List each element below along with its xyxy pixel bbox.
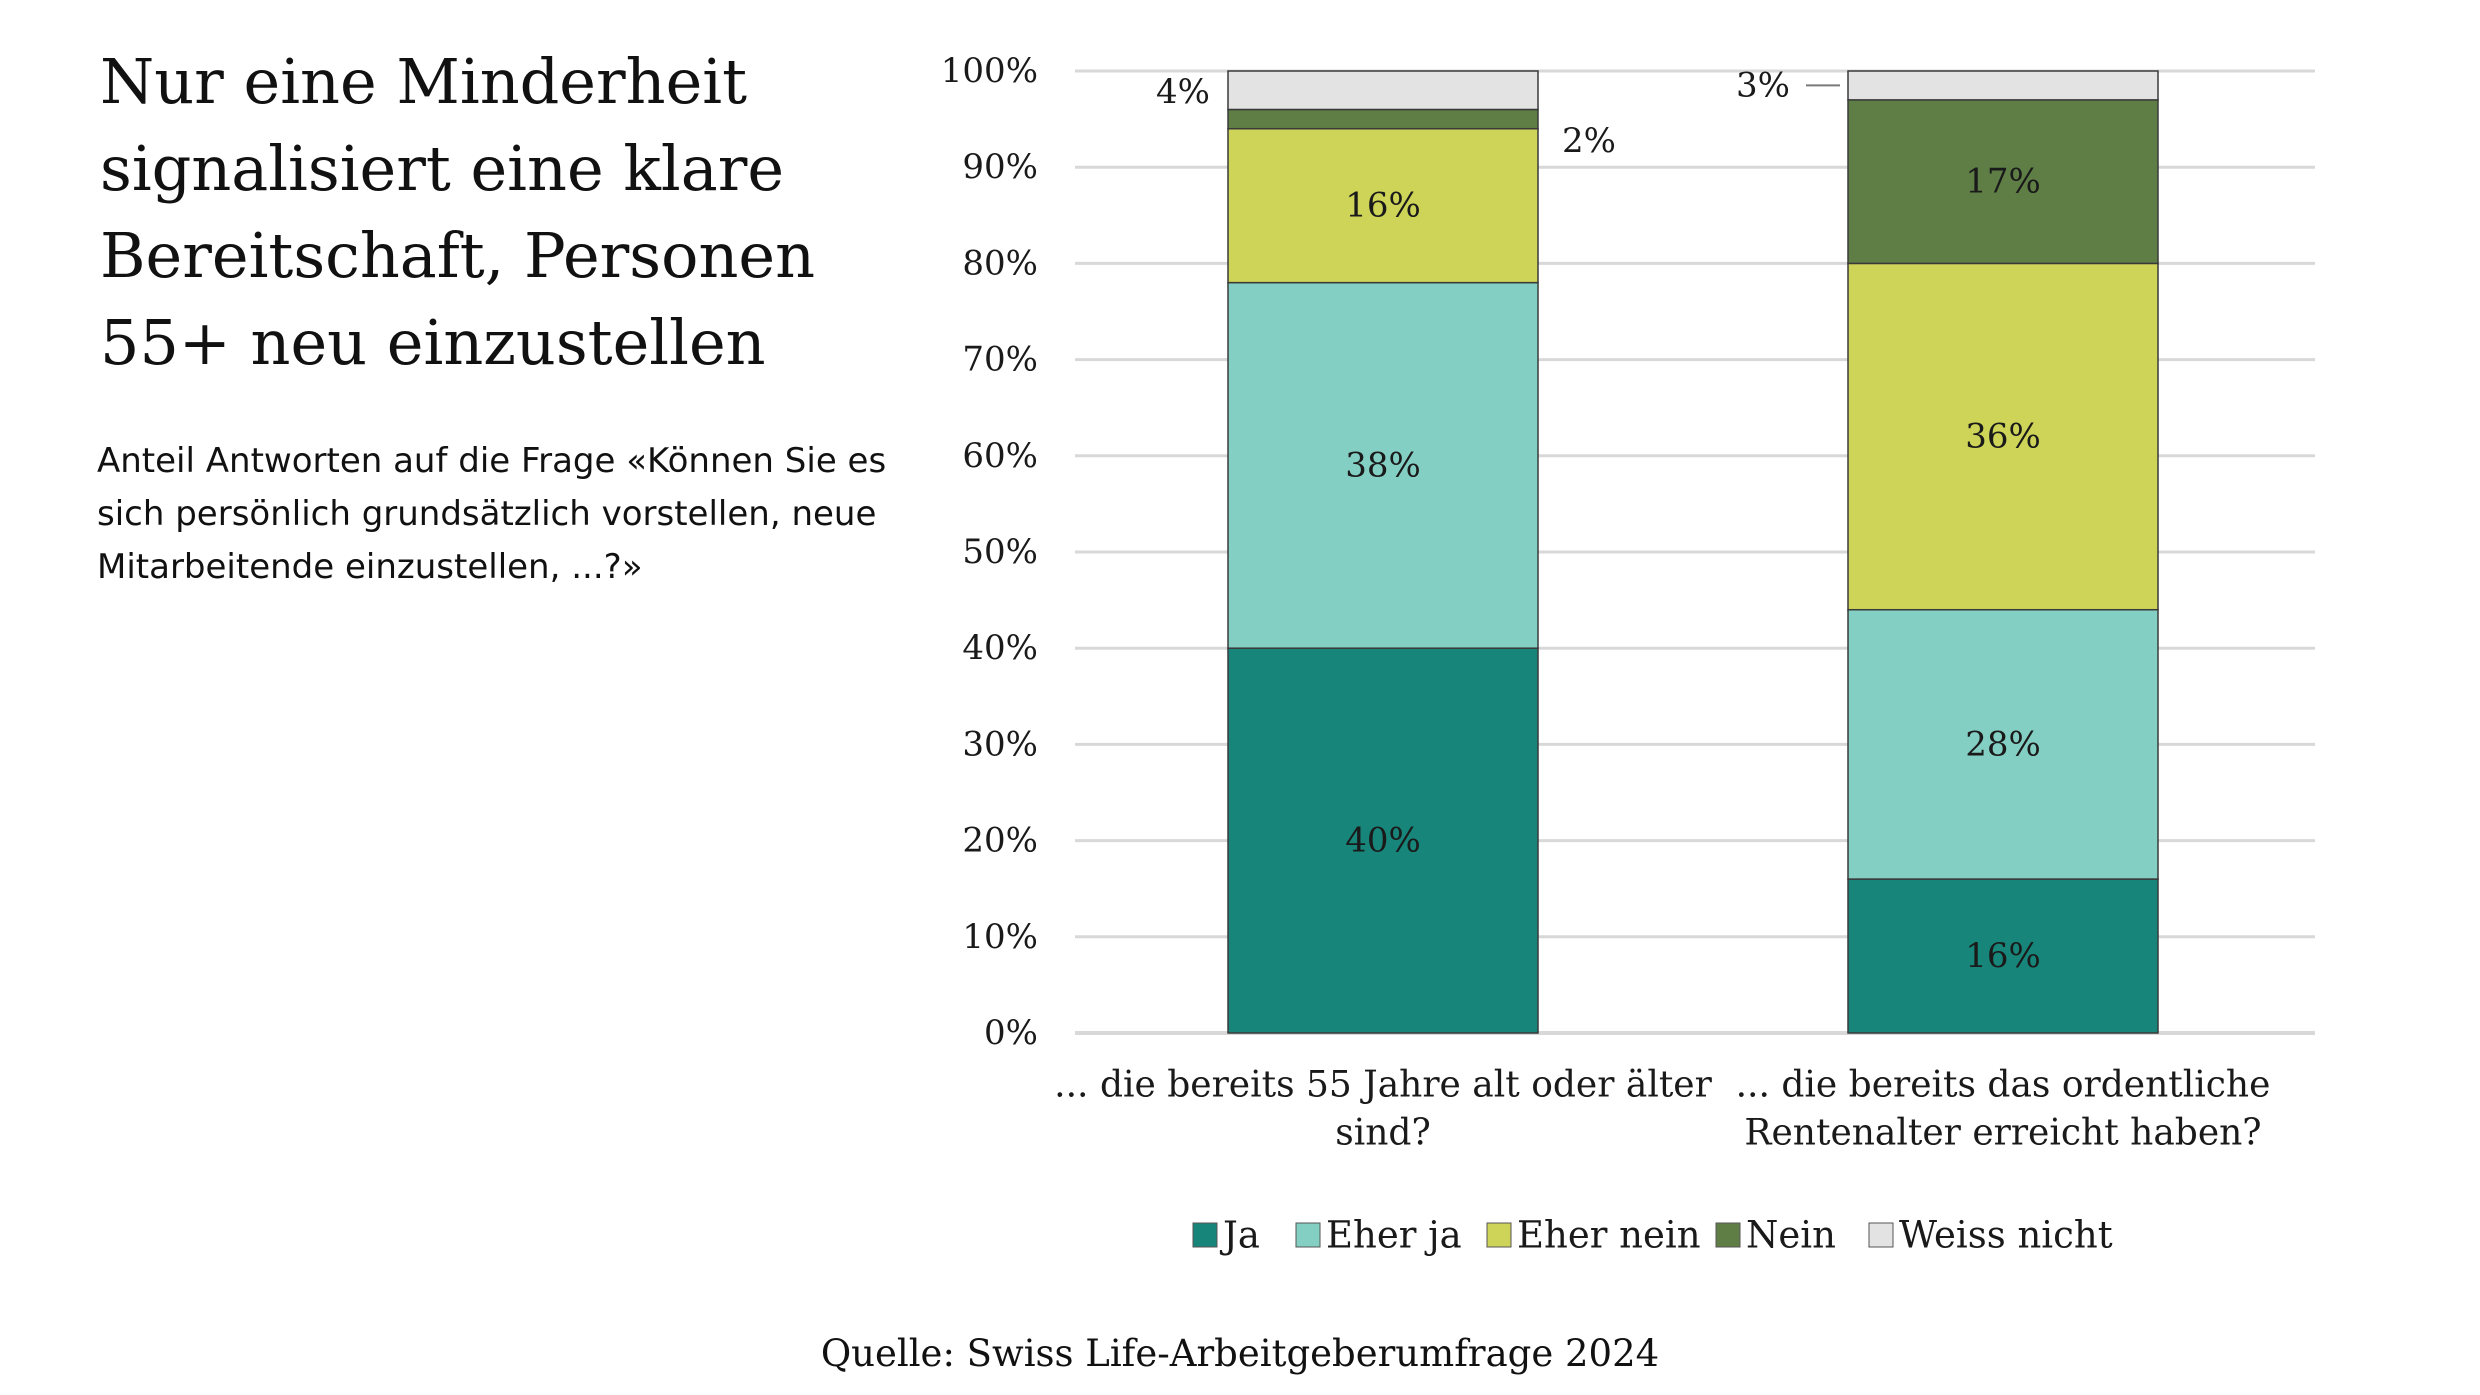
bar-segment-eher-ja	[1227, 281, 1539, 649]
legend-label: Nein	[1746, 1214, 1836, 1257]
data-label: 17%	[1965, 162, 2041, 202]
data-label: 36%	[1965, 417, 2041, 457]
source-note: Quelle: Swiss Life-Arbeitgeberumfrage 20…	[820, 1332, 1660, 1375]
data-label: 3%	[1736, 65, 1790, 105]
legend-swatch	[1715, 1222, 1741, 1248]
y-tick-label: 90%	[962, 147, 1038, 187]
data-label: 4%	[1156, 72, 1210, 112]
x-category-label: ... die bereits das ordentliche	[1736, 1065, 2271, 1106]
y-tick-label: 100%	[941, 51, 1038, 91]
stacked-bar-chart: 0% 10% 20% 30% 40% 50% 60% 70% 80% 90% 100% 40% 38% 1…	[941, 51, 2315, 1257]
legend-swatch	[1295, 1222, 1321, 1248]
legend-label: Eher ja	[1326, 1214, 1462, 1257]
data-label: 28%	[1965, 724, 2041, 764]
y-tick-label: 20%	[962, 821, 1038, 861]
page-title: Nur eine Minderheit signalisiert eine kl…	[100, 45, 815, 379]
y-tick-label: 10%	[962, 917, 1038, 957]
bar-segment-eher-ja	[1847, 608, 2159, 880]
bar-segment-weiss-nicht	[1227, 70, 1539, 111]
bar-segment-ja	[1227, 647, 1539, 1034]
legend-label: Weiss nicht	[1899, 1214, 2113, 1257]
y-tick-label: 70%	[962, 340, 1038, 380]
bar-segment-weiss-nicht	[1847, 70, 2159, 101]
legend-label: Ja	[1219, 1214, 1260, 1257]
data-label: 16%	[1965, 936, 2041, 976]
legend-label: Eher nein	[1517, 1214, 1701, 1257]
y-tick-label: 40%	[962, 628, 1038, 668]
bar-segment-nein	[1227, 108, 1539, 130]
bar-segment-nein	[1847, 99, 2159, 265]
y-tick-label: 80%	[962, 243, 1038, 283]
x-category-label: Rentenalter erreicht haben?	[1744, 1113, 2261, 1154]
bar-segment-ja	[1847, 878, 2159, 1034]
y-tick-label: 50%	[962, 532, 1038, 572]
y-tick-label: 0%	[984, 1013, 1038, 1053]
x-category-label: ... die bereits 55 Jahre alt oder älter	[1054, 1065, 1712, 1106]
legend-swatch	[1486, 1222, 1512, 1248]
bar-segment-eher-nein	[1847, 262, 2159, 611]
data-label: 40%	[1345, 821, 1421, 861]
data-label: 16%	[1345, 186, 1421, 226]
bar-segment-eher-nein	[1227, 127, 1539, 284]
data-label: 2%	[1562, 121, 1616, 161]
y-tick-label: 30%	[962, 724, 1038, 764]
legend-swatch	[1868, 1222, 1894, 1248]
data-label: 38%	[1345, 445, 1421, 485]
y-tick-label: 60%	[962, 436, 1038, 476]
chart-subtitle: Anteil Antworten auf die Frage «Können S…	[97, 441, 887, 587]
x-category-label: sind?	[1335, 1113, 1431, 1154]
legend-swatch	[1192, 1222, 1218, 1248]
